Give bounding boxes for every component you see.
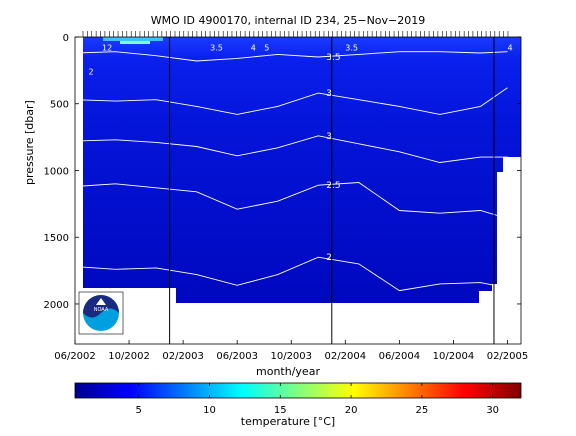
x-tick-label: 10/2002 — [108, 351, 150, 362]
surface-warm-patch — [103, 37, 163, 41]
contour-line — [75, 256, 508, 292]
contour-line — [75, 182, 508, 219]
colorbar-tick-label: 15 — [274, 405, 287, 416]
contour-label: 2 — [89, 67, 94, 76]
chart-title: WMO ID 4900170, internal ID 234, 25−Nov−… — [150, 14, 426, 27]
contour-label: 3 — [326, 89, 332, 99]
contour-label: 2.5 — [326, 181, 340, 191]
contour-line — [75, 51, 508, 62]
x-axis-label: month/year — [256, 365, 320, 378]
contour-line — [75, 135, 508, 163]
colorbar-label: temperature [°C] — [240, 415, 336, 428]
x-tick-label: 10/2003 — [270, 351, 312, 362]
colorbar-tick-label: 10 — [203, 405, 216, 416]
noaa-logo: NOAA — [78, 291, 124, 335]
surface-warm-patch — [120, 41, 150, 44]
colorbar — [74, 382, 522, 399]
y-tick-label: 500 — [50, 100, 69, 111]
colorbar-tick-label: 20 — [345, 405, 358, 416]
x-tick-label: 02/2005 — [487, 351, 529, 362]
colorbar-tick-label: 5 — [136, 405, 142, 416]
y-tick-label: 1500 — [44, 233, 69, 244]
contour-line — [75, 87, 508, 115]
x-tick-label: 02/2003 — [162, 351, 204, 362]
y-axis-label: pressure [dbar] — [23, 100, 36, 185]
contour-label: 12 — [102, 43, 112, 52]
contour-label: 3 — [326, 132, 332, 142]
x-tick-label: 10/2004 — [433, 351, 475, 362]
contour-label: 2 — [326, 253, 332, 263]
temperature-field — [83, 37, 521, 303]
contour-label: 3.5 — [326, 53, 340, 63]
y-tick-label: 0 — [63, 33, 69, 44]
x-tick-label: 06/2004 — [379, 351, 421, 362]
contour-label: 4 — [507, 43, 512, 52]
x-tick-label: 06/2002 — [54, 351, 96, 362]
y-tick-label: 1000 — [44, 166, 69, 177]
x-tick-label: 06/2003 — [216, 351, 258, 362]
colorbar-tick-label: 25 — [416, 405, 429, 416]
plot-frame — [74, 36, 522, 345]
contour-label: 5 — [264, 43, 269, 52]
contour-label: 4 — [251, 43, 256, 52]
colorbar-tick-label: 30 — [486, 405, 499, 416]
contour-label: 3.5 — [345, 43, 358, 52]
contour-label: 3.5 — [210, 43, 223, 52]
x-tick-label: 02/2004 — [325, 351, 367, 362]
y-tick-label: 2000 — [44, 300, 69, 311]
logo-text: NOAA — [94, 307, 109, 313]
